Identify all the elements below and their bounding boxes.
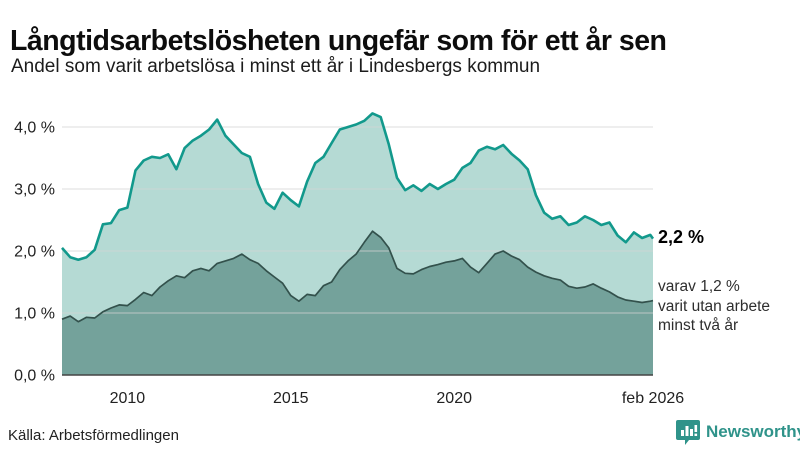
svg-text:3,0 %: 3,0 %: [14, 182, 55, 199]
note-line-3: minst två år: [658, 317, 739, 334]
chart-subtitle: Andel som varit arbetslösa i minst ett å…: [11, 56, 541, 77]
svg-text:0,0 %: 0,0 %: [14, 368, 55, 385]
svg-text:2010: 2010: [110, 390, 146, 407]
newsworthy-brand: Newsworthy: [676, 419, 800, 445]
note-line-1: varav 1,2 %: [658, 278, 740, 295]
svg-text:4,0 %: 4,0 %: [14, 120, 55, 137]
newsworthy-brand-text: Newsworthy: [706, 422, 800, 441]
newsworthy-logo-icon: [676, 420, 700, 445]
note-line-2: varit utan arbete: [658, 297, 771, 315]
svg-text:feb 2026: feb 2026: [622, 390, 684, 407]
two-year-note: varav 1,2 % varit utan arbete minst två …: [658, 277, 798, 336]
svg-text:1,0 %: 1,0 %: [14, 306, 55, 323]
svg-text:2015: 2015: [273, 390, 309, 407]
page-title: Långtidsarbetslösheten ungefär som för e…: [10, 25, 667, 58]
source-attribution: Källa: Arbetsförmedlingen: [8, 427, 179, 444]
latest-value-label: 2,2 %: [658, 227, 705, 247]
svg-text:2020: 2020: [436, 390, 472, 407]
svg-text:2,0 %: 2,0 %: [14, 244, 55, 261]
